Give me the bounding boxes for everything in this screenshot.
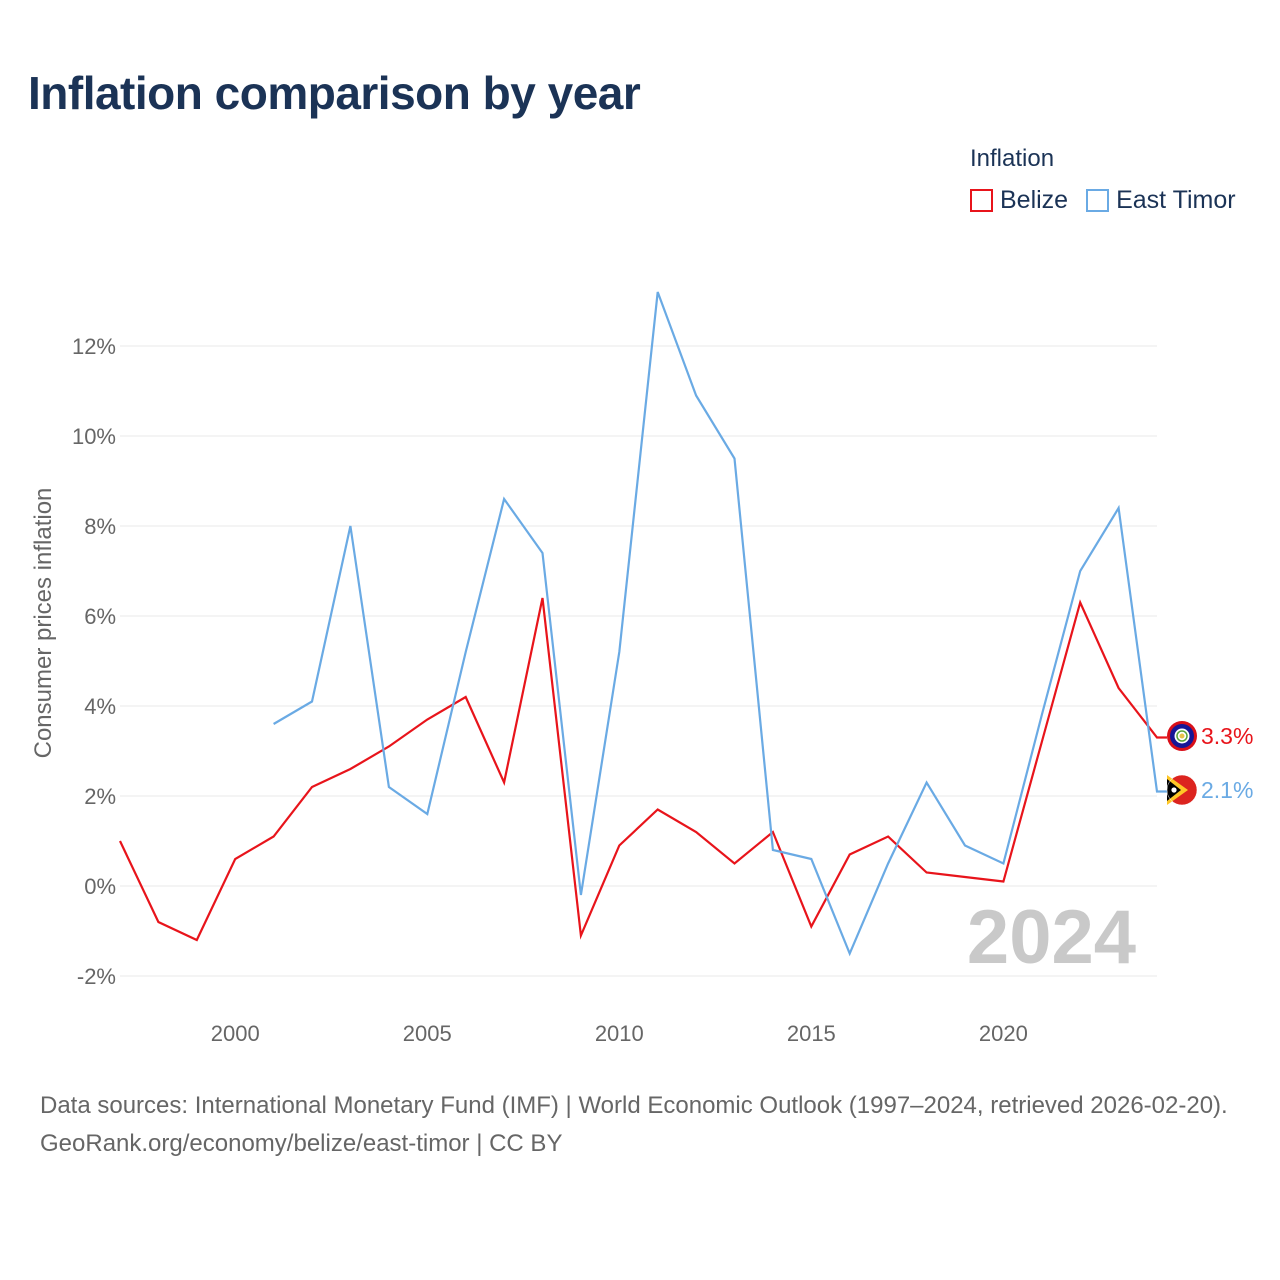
legend: Belize East Timor	[970, 186, 1236, 215]
series-line-east-timor[interactable]	[273, 291, 1167, 957]
legend-label-east-timor: East Timor	[1116, 186, 1236, 214]
source-line-1: Data sources: International Monetary Fun…	[40, 1092, 1228, 1119]
x-tick-label: 2015	[787, 1021, 836, 1046]
legend-title: Inflation	[970, 145, 1055, 172]
chart-title: Inflation comparison by year	[28, 67, 641, 119]
legend-swatch-east-timor	[1086, 189, 1110, 212]
y-tick-label: 0%	[84, 874, 116, 899]
x-tick-label: 2020	[979, 1021, 1028, 1046]
belize-flag-icon	[1167, 721, 1197, 751]
x-tick-label: 2000	[211, 1021, 260, 1046]
line-chart: -2% 0% 2% 4% 6% 8% 10% 12% 2000 2005 2010 2015 2020 C…	[30, 291, 1253, 1046]
x-tick-label: 2010	[595, 1021, 644, 1046]
legend-swatch-belize	[970, 189, 993, 212]
source-note: Data sources: International Monetary Fun…	[40, 1087, 1250, 1163]
y-tick-label: -2%	[77, 964, 116, 989]
series-line-belize[interactable]	[119, 597, 1167, 942]
x-tick-label: 2005	[403, 1021, 452, 1046]
year-watermark: 2024	[967, 895, 1136, 980]
y-tick-label: 8%	[84, 514, 116, 539]
end-label-belize: 3.3%	[1201, 723, 1253, 749]
legend-label-belize: Belize	[1000, 186, 1069, 214]
y-tick-label: 6%	[84, 604, 116, 629]
east-timor-flag-icon	[1166, 774, 1198, 806]
y-tick-label: 10%	[72, 424, 116, 449]
end-label-east-timor: 2.1%	[1201, 777, 1253, 803]
legend-item-belize[interactable]: Belize	[970, 186, 1068, 215]
y-tick-label: 4%	[84, 694, 116, 719]
legend-item-east-timor[interactable]: East Timor	[1086, 186, 1236, 215]
source-line-2: GeoRank.org/economy/belize/east-timor | …	[40, 1130, 563, 1157]
y-axis-label: Consumer prices inflation	[30, 488, 57, 759]
y-tick-label: 2%	[84, 784, 116, 809]
y-tick-label: 12%	[72, 334, 116, 359]
